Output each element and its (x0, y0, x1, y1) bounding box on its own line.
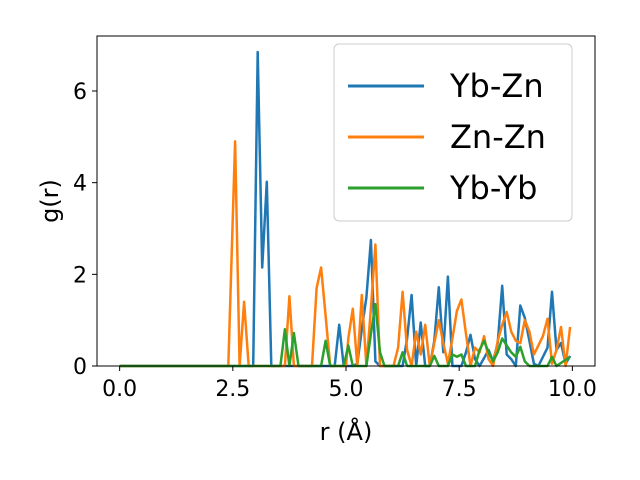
x-tick-label: 5.0 (329, 377, 364, 402)
y-tick-label: 0 (73, 355, 87, 380)
series-line-zn-zn (119, 140, 572, 368)
legend-box (333, 43, 573, 222)
x-tick-label: 7.5 (442, 377, 477, 402)
legend-label: Zn-Zn (450, 118, 546, 156)
legend: Yb-Zn Zn-Zn Yb-Yb (333, 43, 573, 222)
y-axis-label: g(r) (36, 179, 64, 223)
legend-label: Yb-Zn (449, 67, 544, 105)
x-axis-label: r (Å) (320, 417, 373, 446)
x-axis: 0.0 2.5 5.0 7.5 10.0 (102, 366, 597, 402)
series-line-yb-zn (119, 50, 572, 368)
x-tick-label: 2.5 (215, 377, 250, 402)
y-tick-label: 2 (73, 263, 87, 288)
legend-label: Yb-Yb (449, 169, 537, 207)
y-axis: 0 2 4 6 (73, 80, 97, 380)
x-tick-label: 0.0 (102, 377, 137, 402)
x-tick-label: 10.0 (548, 377, 597, 402)
y-tick-label: 4 (73, 172, 87, 197)
y-tick-label: 6 (73, 80, 87, 105)
